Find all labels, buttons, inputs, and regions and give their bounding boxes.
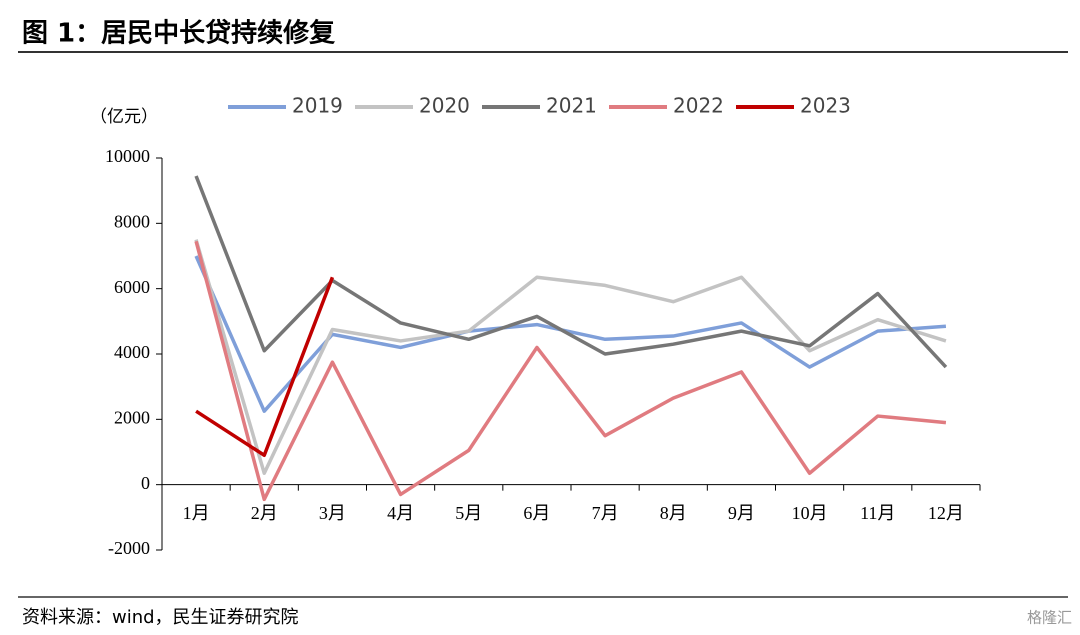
legend-label: 2023 [800, 94, 851, 118]
y-tick-label: 10000 [105, 146, 150, 166]
x-tick-label: 8月 [660, 503, 687, 523]
legend-label: 2019 [292, 94, 343, 118]
legend-label: 2021 [546, 94, 597, 118]
x-tick-label: 11月 [860, 503, 895, 523]
x-tick-label: 3月 [319, 503, 346, 523]
y-tick-label: 8000 [114, 211, 150, 231]
x-tick-label: 1月 [183, 503, 210, 523]
x-tick-label: 6月 [523, 503, 550, 523]
series-line [194, 175, 948, 369]
x-tick-label: 10月 [792, 503, 828, 523]
y-tick-label: 6000 [114, 277, 150, 297]
x-tick-label: 9月 [728, 503, 755, 523]
legend-label: 2020 [419, 94, 470, 118]
series-line [194, 239, 947, 475]
x-tick-label: 12月 [928, 503, 964, 523]
y-tick-label: 2000 [114, 407, 150, 427]
y-axis-unit: （亿元） [90, 107, 158, 126]
x-tick-label: 7月 [592, 503, 619, 523]
legend-label: 2022 [673, 94, 724, 118]
series-line [194, 255, 947, 413]
series-line [194, 240, 947, 502]
x-tick-label: 5月 [455, 503, 482, 523]
source-note: 资料来源：wind，民生证券研究院 [22, 607, 299, 628]
y-tick-label: 0 [141, 473, 150, 493]
y-tick-label: 4000 [114, 342, 150, 362]
x-tick-label: 2月 [251, 503, 278, 523]
watermark: 格隆汇 [1027, 609, 1072, 627]
figure-title: 图 1：居民中长贷持续修复 [22, 18, 336, 49]
series-line [195, 276, 335, 458]
y-tick-label: -2000 [108, 538, 150, 558]
x-tick-label: 4月 [387, 503, 414, 523]
